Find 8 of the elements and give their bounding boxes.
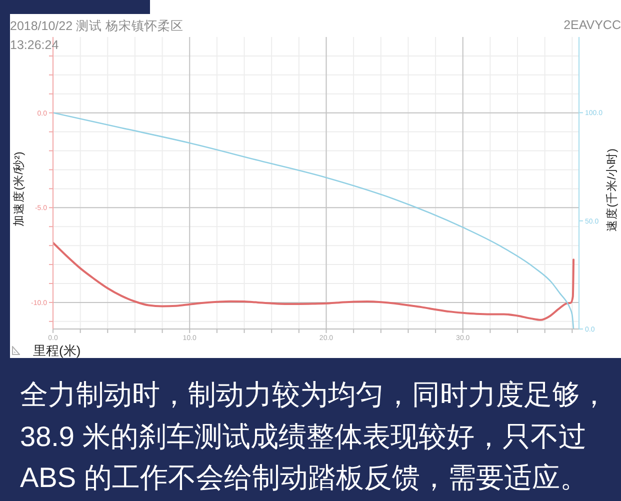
line-series (53, 112, 574, 329)
y-axis-title: 加速度(米/秒²) (12, 152, 26, 226)
text: 2EAVYCC (564, 18, 621, 32)
x-axis-title: 里程(米) (33, 342, 81, 360)
text: 2018/10/22 测试 杨宋镇怀柔区 (10, 18, 184, 35)
y2-axis-title: 速度(千米/小时) (605, 148, 620, 232)
line-series (53, 242, 575, 321)
text: 全力制动时，制动力较为均匀，同时力度足够，38.9 米的刹车测试成绩整体表现较好，只不过 ABS 的工作不会给制动踏板反馈，需要适应。 (20, 378, 609, 495)
